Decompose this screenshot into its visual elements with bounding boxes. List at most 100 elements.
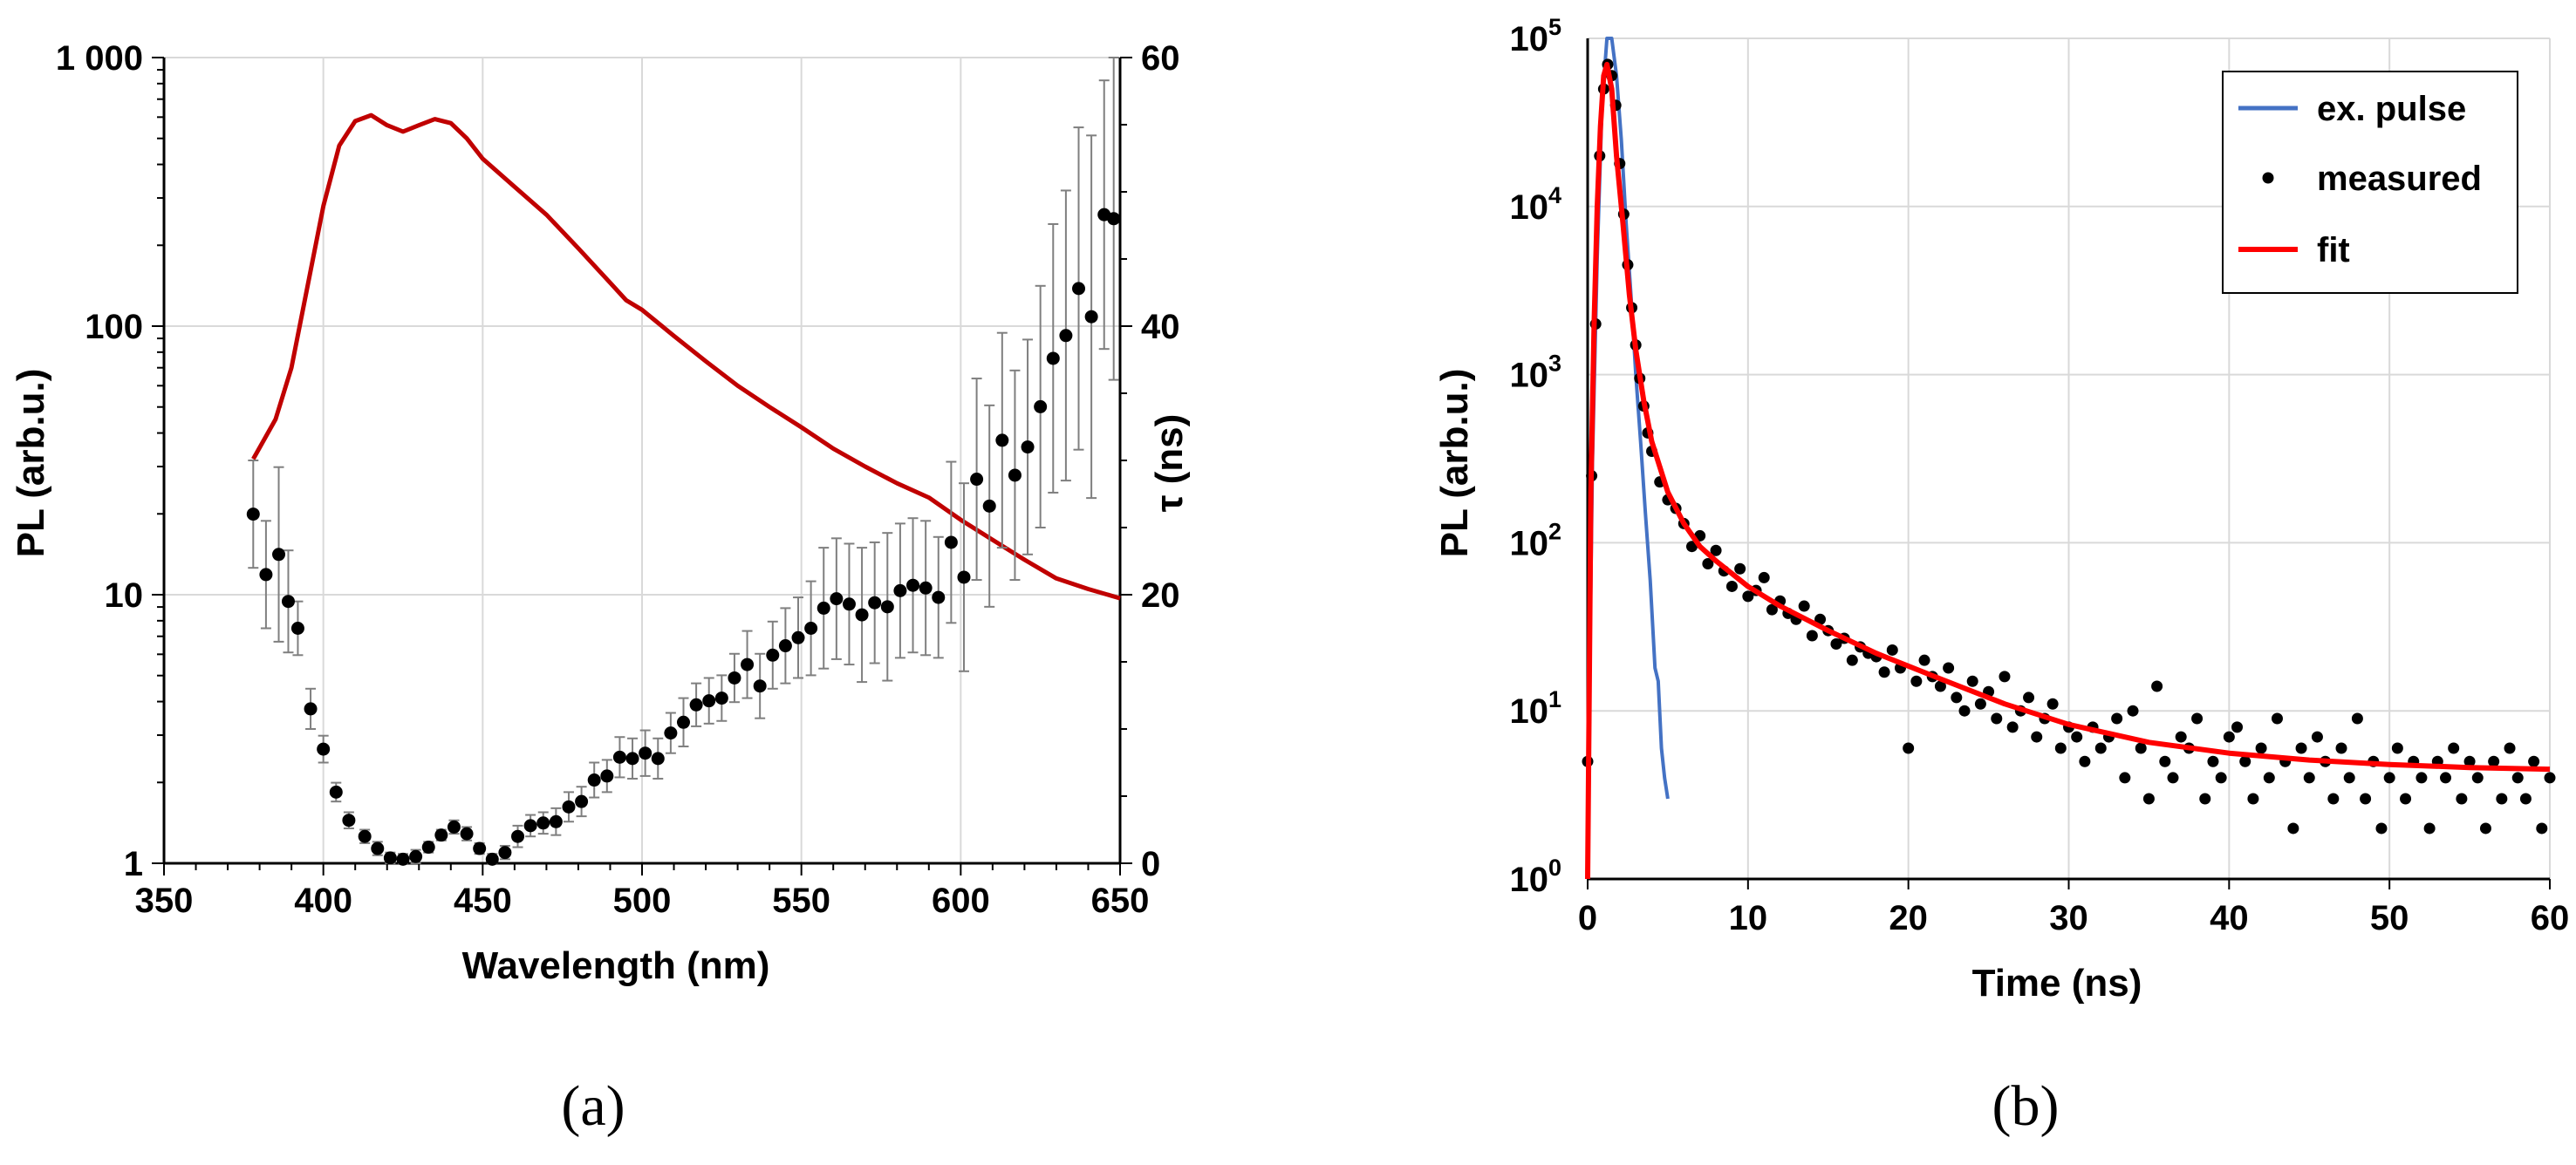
- panel-b-measured-point-90: [2239, 755, 2251, 767]
- panel-b-measured-point-118: [2463, 755, 2476, 767]
- panel-b-measured-point-122: [2496, 793, 2508, 805]
- panel-a-tau-point-53: [919, 581, 933, 595]
- panel-b-measured-point-30: [1758, 571, 1770, 583]
- panel-b-y-tick-exponent-0: 0: [1548, 855, 1561, 881]
- panel-b-y-tick-label-4: 104: [1509, 182, 1561, 227]
- panel-a-tau-point-26: [575, 794, 589, 808]
- panel-a-tau-point-37: [714, 692, 728, 705]
- panel-b-measured-point-41: [1846, 654, 1858, 666]
- panel-a-tau-point-9: [358, 829, 372, 843]
- panel-b-measured-point-119: [2471, 772, 2484, 784]
- panel-a-pl-spectrum-line: [251, 112, 1121, 601]
- panel-a-y2-tick-labels: 0 20 40 60: [1141, 39, 1180, 883]
- panel-b-x-tick-label-5: 50: [2370, 899, 2409, 937]
- panel-a-y-tick-label-0: 1: [124, 845, 143, 883]
- panel-a-tau-point-30: [625, 752, 639, 766]
- panel-a-tau-point-7: [329, 785, 343, 799]
- panel-a-y2-tick-label-1: 20: [1141, 576, 1180, 615]
- panel-a-tau-point-18: [473, 841, 487, 855]
- panel-b-y-tick-exponent-4: 4: [1548, 182, 1561, 208]
- panel-a-tau-point-61: [1021, 440, 1035, 454]
- panel-a-tau-point-4: [290, 622, 304, 635]
- panel-a-tau-point-41: [766, 648, 780, 662]
- panel-a-y2-tick-label-0: 0: [1141, 845, 1160, 883]
- panel-a-tau-point-2: [272, 548, 286, 562]
- panel-b-x-tick-marks: [1587, 879, 2551, 889]
- panel-a-grid: [164, 57, 1120, 863]
- panel-a-x-tick-marks: [163, 863, 1121, 875]
- panel-b-measured-point-69: [2071, 731, 2083, 743]
- panel-a-tau-point-14: [421, 841, 435, 855]
- panel-b-measured-point-109: [2391, 742, 2403, 754]
- panel-a-tau-point-40: [753, 679, 767, 693]
- panel-b-measured-point-88: [2223, 731, 2235, 743]
- panel-b-measured-point-48: [1903, 742, 1915, 754]
- panel-b-measured-point-117: [2456, 793, 2468, 805]
- panel-a-tau-point-6: [317, 742, 331, 756]
- panel-b-measured-point-53: [1943, 662, 1955, 674]
- panel-b-measured-point-126: [2528, 755, 2540, 767]
- panel-a-y-tick-label-2: 100: [85, 308, 143, 346]
- panel-b-measured-point-27: [1734, 562, 1746, 575]
- panel-b-measured-point-60: [1999, 671, 2011, 683]
- panel-b-measured-point-121: [2488, 755, 2500, 767]
- panel-a-x-tick-label-1: 400: [294, 882, 352, 920]
- panel-b-measured-point-105: [2360, 793, 2372, 805]
- panel-b-measured-point-82: [2175, 731, 2187, 743]
- panel-b-measured-point-76: [2127, 705, 2139, 717]
- panel-a-tau-point-35: [689, 698, 703, 712]
- panel-b-y-tick-label-3: 103: [1509, 351, 1561, 395]
- panel-b-measured-point-113: [2423, 822, 2436, 835]
- panel-b-measured-point-86: [2207, 755, 2219, 767]
- panel-a-tau-point-25: [562, 800, 576, 814]
- panel-a-tau-point-28: [600, 769, 614, 783]
- panel-b-measured-point-91: [2247, 793, 2259, 805]
- panel-a-tau-point-47: [842, 597, 856, 611]
- panel-a-tau-point-15: [434, 828, 448, 842]
- panel-a-x-tick-label-6: 650: [1091, 882, 1150, 920]
- panel-b-measured-point-75: [2119, 772, 2131, 784]
- panel-b-measured-point-45: [1878, 666, 1890, 678]
- panel-a-tau-point-31: [639, 746, 653, 760]
- panel-a-tau-point-3: [281, 595, 295, 609]
- panel-a-tau-point-32: [651, 752, 665, 766]
- panel-b-measured-point-96: [2287, 822, 2299, 835]
- panel-a-x-axis-title: Wavelength (nm): [462, 944, 770, 987]
- panel-b-measured-point-120: [2479, 822, 2491, 835]
- panel-a-tau-point-68: [1107, 212, 1121, 226]
- panel-b-measured-point-102: [2335, 742, 2347, 754]
- panel-b-measured-point-59: [1991, 712, 2003, 725]
- panel-b-measured-point-89: [2231, 721, 2244, 733]
- panel-b-measured-point-63: [2023, 692, 2035, 704]
- panel-b-measured-point-104: [2351, 712, 2363, 725]
- panel-a-tau-point-16: [447, 820, 461, 834]
- panel-b-measured-point-36: [1806, 630, 1818, 642]
- panel-b-x-tick-label-3: 30: [2049, 899, 2088, 937]
- panel-a-y-tick-label-3: 1 000: [56, 39, 143, 78]
- panel-a-x-tick-label-5: 600: [932, 882, 990, 920]
- panel-b-measured-point-46: [1886, 644, 1898, 656]
- panel-b-measured-point-39: [1830, 637, 1842, 650]
- panel-b-fit-line: [1585, 61, 2551, 880]
- panel-a-tau-point-11: [383, 851, 397, 865]
- panel-a-tau-point-23: [536, 816, 550, 830]
- panel-a-tau-point-56: [957, 570, 971, 584]
- panel-b-measured-point-97: [2295, 742, 2307, 754]
- panel-a-y-tick-marks: [152, 57, 164, 864]
- panel-b-measured-point-74: [2111, 712, 2123, 725]
- panel-a-tau-point-49: [868, 596, 882, 610]
- panel-a-tau-point-20: [498, 846, 512, 860]
- panel-a-label: (a): [561, 1074, 625, 1138]
- panel-b-series: [1582, 37, 2556, 880]
- panel-b-y-tick-label-2: 102: [1509, 518, 1561, 562]
- panel-a-tau-point-60: [1008, 468, 1022, 482]
- panel-a-tau-point-44: [804, 622, 818, 635]
- panel-b-measured-point-78: [2142, 793, 2155, 805]
- panel-a-tau-point-48: [855, 608, 869, 622]
- panel-a-tau-point-58: [982, 499, 996, 513]
- panel-b-measured-point-49: [1910, 675, 1923, 687]
- panel-a-tau-point-63: [1046, 351, 1060, 365]
